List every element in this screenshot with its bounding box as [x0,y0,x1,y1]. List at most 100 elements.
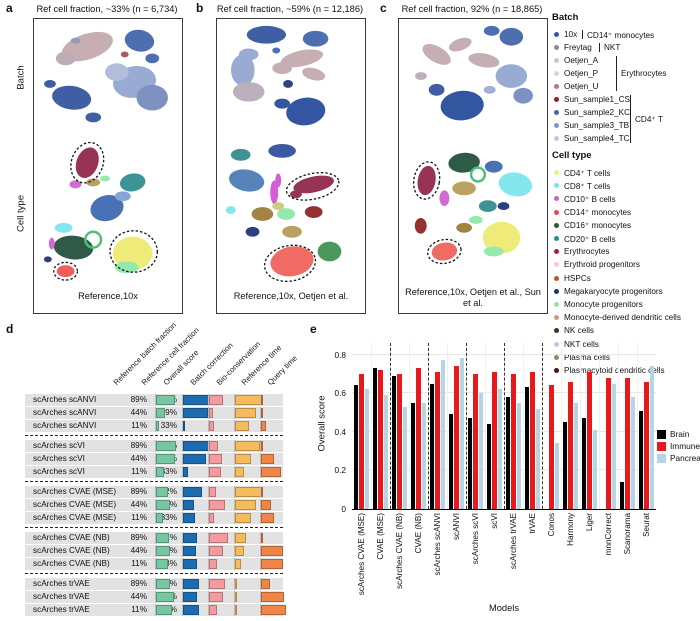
score-bar-bio_conservation [209,532,228,543]
gridline-v [618,343,619,509]
x-tick-label: Harmony [566,513,575,546]
legend-swatch [554,45,559,50]
legend-item-label: Sun_sample1_CS [564,95,630,104]
score-bar-bio_conservation [209,591,224,602]
legend-swatch [554,97,559,102]
bar-pancreas [459,358,464,509]
legend-item: Erythrocytes [552,245,610,258]
bar-pancreas [535,408,540,509]
score-bar-batch_correction [183,604,199,615]
panel-c-box: Reference,10x, Oetjen et al., Sun et al. [398,18,548,314]
score-cell-query_time [260,466,287,478]
x-tick-label: trVAE [528,513,537,534]
legend-item-label: Erythrocytes [564,247,610,257]
model-name: scArches CVAE (NB) [33,559,110,568]
x-tick-label: scANVI [452,513,461,540]
score-bar-reference_time [235,440,260,451]
table-row: scArches CVAE (MSE)44%59% [25,499,283,511]
panel-c-caption: Reference,10x, Oetjen et al., Sun et al. [405,287,541,308]
table-row: scArches CVAE (NB)89%92% [25,532,283,544]
legend-item: NKT cells [552,338,599,351]
bar-brain [354,385,359,509]
score-cell-batch_correction [182,453,209,465]
score-bar-batch_correction [183,440,209,451]
score-bar-batch_correction [183,486,202,497]
panel-label-a: a [6,1,13,15]
model-name: scArches CVAE (NB) [33,546,110,555]
bar-brain [430,383,435,509]
score-cell-query_time [260,453,287,465]
score-bar-batch_correction [183,591,198,602]
y-tick-label: 0.4 [334,426,346,437]
score-cell-query_time [260,604,287,616]
legend-item: CD10⁺ B cells [552,192,616,205]
legend-swatch [554,302,559,307]
score-bar-query_time [261,420,267,431]
row-label-batch: Batch [15,65,27,90]
model-name: scArches CVAE (MSE) [33,513,117,522]
ref-batch-fraction: 11% [131,605,147,614]
legend-item-label: Sun_sample4_TC [564,134,630,143]
score-bar-bio_conservation [209,466,221,477]
score-bar-query_time [261,466,281,477]
legend-item: Oetjen_U [552,80,599,93]
bar-pancreas [649,366,654,509]
legend-item: CD20⁺ B cells [552,232,616,245]
score-bar-bio_conservation [209,420,214,431]
score-bar-overall [156,440,177,451]
score-bar-reference_time [235,453,251,464]
legend-item-label: CD14⁺ monocytes [564,208,632,218]
legend-celltype: Cell type CD4⁺ T cells CD8⁺ T cells CD10⁺ … [552,150,700,375]
bar-immune [435,371,440,509]
e-yticks: 0 0.2 0.4 0.6 0.8 [328,343,348,514]
x-tick-label: scVI [490,513,499,529]
x-tick-label: Conos [547,513,556,537]
e-ylabel: Overall score [316,395,328,452]
score-bar-query_time [261,532,263,543]
score-cell-query_time [260,499,287,511]
ref-batch-fraction: 89% [130,579,147,588]
score-bar-batch_correction [183,407,208,418]
bar-brain [639,410,644,509]
score-bar-batch_correction [183,545,196,556]
table-row: scArches CVAE (NB) 11% 33% [25,558,284,570]
legend-annotation-label: NKT [604,42,621,52]
legend-swatch [554,58,559,63]
legend-swatch [554,170,559,175]
bar-pancreas [383,395,388,509]
highlight-ellipse [285,172,340,201]
score-bar-reference_time [235,407,256,418]
model-name: scArches CVAE (NB) [33,533,110,542]
bar-immune [397,373,402,509]
score-cell-query_time [260,407,287,419]
legend-item: Megakaryocyte progenitors [552,285,663,298]
score-cell-batch_correction [182,558,209,570]
bar-immune [568,381,573,509]
pair-separator [503,343,505,509]
legend-item-label: CD10⁺ B cells [564,194,616,204]
score-cell-bio_conservation [208,591,235,603]
x-tick-label: CVAE (MSE) [376,513,385,560]
score-cell-batch_correction [182,394,209,406]
score-bar-query_time [261,407,264,418]
legend-annotation-bracket [630,95,631,143]
score-cell-bio_conservation [208,532,235,544]
ref-batch-fraction: 89% [130,395,147,404]
score-cell-query_time [260,591,287,603]
legend-celltype-items: CD4⁺ T cells CD8⁺ T cells CD10⁺ B cells CD1… [552,166,700,381]
legend-swatch [554,84,559,89]
gridline-v [599,343,600,509]
legend-item-label: CD8⁺ T cells [564,181,611,191]
model-name: scArches trVAE [33,605,90,614]
legend-swatch [554,183,559,189]
bar-brain [525,387,530,509]
group-separator [25,481,283,482]
score-bar-reference_time [235,578,238,589]
chart-legend-label: Pancreas [670,453,700,463]
ref-cell-fraction: 92% [160,487,177,496]
legend-item: Oetjen_A [552,54,598,67]
legend-annotation-bracket [582,30,583,39]
bar-immune [492,371,497,509]
gridline-v [485,343,486,509]
